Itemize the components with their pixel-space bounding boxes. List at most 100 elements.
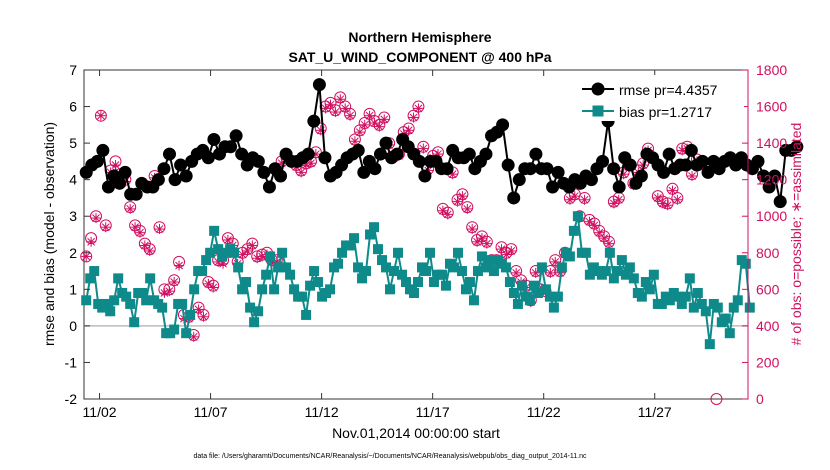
asterisk-stroke [658,199,667,208]
bias-marker [604,247,615,258]
rmse-marker [662,147,676,161]
bias-marker [337,247,348,258]
rmse-marker [113,176,127,190]
bias-marker [612,266,623,277]
rmse-marker [262,180,276,194]
right-y-tick-label: 1200 [756,172,787,188]
asterisk-stroke [170,278,179,286]
rmse-marker [257,165,271,179]
obs-assimilated-marker [354,127,365,138]
rmse-marker [301,147,315,161]
bias-marker [289,284,300,295]
rmse-marker [129,187,143,201]
bias-marker [628,273,639,284]
rmse-marker [96,143,110,157]
rmse-marker [757,169,771,183]
bias-marker [512,298,523,309]
obs-assimilated-marker [188,331,199,342]
obs-assimilated-marker [457,191,468,202]
bias-marker [105,306,116,317]
bias-marker [704,339,715,350]
obs-assimilated-marker [100,222,111,233]
bias-marker [580,247,591,258]
rmse-marker [440,162,454,176]
obs-assimilated-marker [545,267,556,278]
y-axis-label-left: rmse and bias (model - observation) [41,122,57,346]
asterisk-stroke [458,192,467,201]
asterisk-stroke [346,111,354,120]
bias-marker [137,287,148,298]
bias-marker [436,269,447,280]
asterisk-stroke [463,205,472,213]
bias-marker [361,266,372,277]
x-tick-label: 11/07 [194,404,228,420]
bias-marker [125,298,136,309]
rmse-marker [418,169,432,183]
bias-marker [81,295,92,306]
left-y-tick-label: 1 [69,281,77,297]
rmse-marker [162,147,176,161]
asterisk-stroke [336,95,345,104]
bias-marker [89,266,100,277]
asterisk-stroke [614,195,623,204]
bias-marker [233,262,244,273]
asterisk-stroke [199,312,208,321]
obs-assimilated-marker [144,245,155,256]
bias-marker [245,302,256,313]
rmse-marker [224,140,238,154]
rmse-marker [90,154,104,168]
obs-assimilated-marker [139,240,150,251]
asterisk-stroke [302,161,310,169]
bias-marker [277,247,288,258]
obs-assimilated-marker [125,203,136,214]
obs-possible-marker [710,393,723,405]
left-y-tick-label: -2 [65,391,78,407]
x-tick-label: 11/27 [638,404,672,420]
rmse-marker [695,154,709,168]
bias-marker [656,298,667,309]
obs-assimilated-marker [193,304,204,315]
bias-marker [484,255,495,266]
obs-assimilated-marker [237,249,248,260]
asterisk-stroke [443,210,452,219]
obs-assimilated-marker [677,145,688,156]
bias-marker [684,273,695,284]
obs-assimilated-marker [296,167,307,178]
asterisk-stroke [140,241,149,250]
asterisk-stroke [297,168,306,177]
bias-marker [129,317,140,328]
x-axis-label: Nov.01,2014 00:00:00 start [332,425,500,441]
asterisk-stroke [668,186,677,195]
asterisk-stroke [688,172,696,180]
obs-assimilated-marker [198,311,209,322]
bias-marker [285,269,296,280]
bias-marker [740,258,751,269]
asterisk-stroke [375,122,384,131]
rmse-marker [773,195,787,209]
bias-marker [257,284,268,295]
rmse-marker [235,147,249,161]
left-y-tick-label: 7 [69,62,77,78]
bias-marker [452,247,463,258]
asterisk-stroke [82,252,91,261]
asterisk-stroke [370,119,379,127]
asterisk-stroke [609,199,618,208]
bias-marker [524,295,535,306]
obs-assimilated-marker [90,213,101,224]
bias-marker [552,291,563,302]
obs-assimilated-marker [86,236,97,247]
rmse-marker [623,158,637,172]
bias-marker [720,313,731,324]
rmse-marker [201,151,215,165]
bias-marker [620,269,631,280]
rmse-marker [512,173,526,187]
asterisk-stroke [497,245,506,254]
obs-assimilated-marker [579,194,590,205]
bias-marker [700,306,711,317]
asterisk-stroke [360,120,369,129]
asterisk-stroke [414,104,423,113]
right-y-tick-label: 1600 [756,99,787,115]
obs-assimilated-marker [379,114,390,125]
obs-assimilated-marker [110,160,121,171]
asterisk-stroke [409,113,418,122]
